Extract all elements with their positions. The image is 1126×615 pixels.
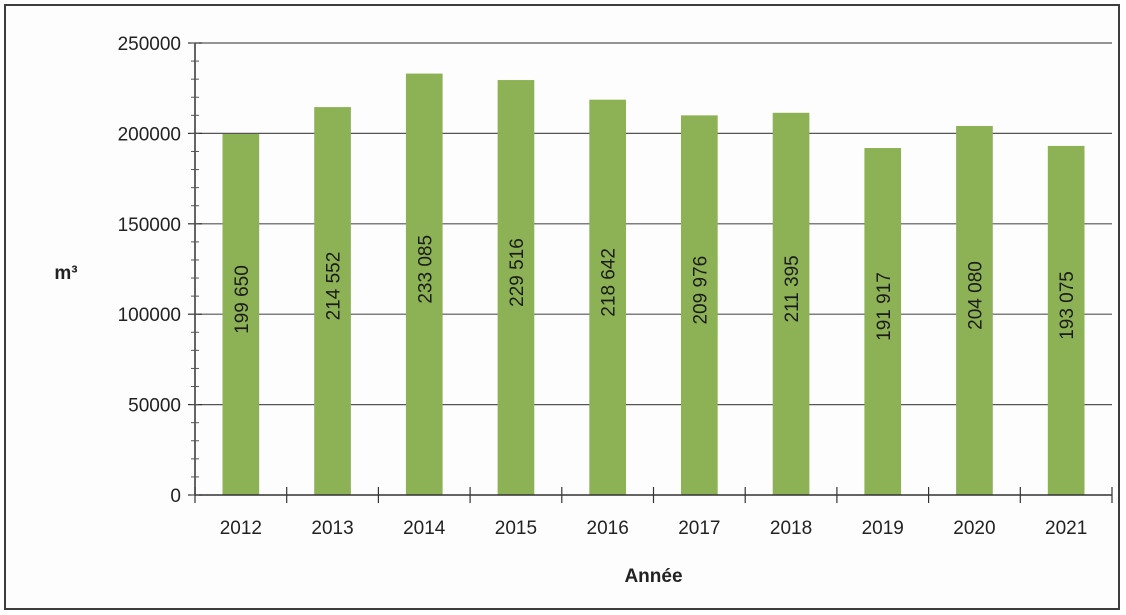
bar-2018 [772, 112, 810, 495]
bars [222, 73, 1085, 496]
bar-2017 [681, 115, 718, 495]
axes [188, 42, 1113, 503]
y-tick-label: 200000 [118, 124, 181, 145]
x-tick-label: 2020 [953, 518, 995, 539]
x-tick-label: 2014 [403, 518, 446, 539]
bar-data-label: 211 395 [782, 255, 803, 322]
bar-data-label: 233 085 [415, 235, 436, 304]
y-axis-title: m³ [54, 263, 77, 284]
chart-frame [4, 4, 1120, 610]
labels: 0 50000 100000 150000 200000 250000 2012 199 65… [118, 34, 1088, 539]
bar-data-label: 214 552 [324, 252, 345, 321]
bar-data-label: 218 642 [599, 248, 620, 317]
bar-2012 [222, 134, 260, 495]
y-tick-label: 100000 [118, 305, 181, 326]
bar-2020 [956, 126, 993, 495]
y-tick-label: 150000 [118, 215, 181, 236]
y-tick-label: 50000 [128, 396, 181, 417]
x-tick-label: 2013 [311, 518, 353, 539]
bar-data-label: 193 075 [1057, 271, 1078, 340]
bar-data-label: 209 976 [690, 256, 711, 325]
bar-2015 [497, 80, 535, 496]
x-tick-label: 2017 [678, 518, 720, 539]
x-tick-label: 2012 [220, 518, 262, 539]
bar-data-label: 199 650 [232, 265, 253, 334]
bar-data-label: 204 080 [965, 261, 986, 330]
bar-2014 [405, 73, 443, 495]
x-tick-label: 2019 [862, 518, 904, 539]
x-tick-label: 2018 [770, 518, 812, 539]
bar-2019 [864, 148, 902, 495]
bar-data-label: 191 917 [874, 272, 895, 341]
y-tick-label: 0 [170, 486, 181, 507]
y-tick-label: 250000 [118, 34, 181, 55]
x-tick-label: 2016 [587, 518, 629, 539]
x-tick-label: 2015 [495, 518, 537, 539]
bar-2021 [1047, 145, 1085, 495]
x-axis-title: Année [624, 566, 682, 587]
x-tick-label: 2021 [1045, 518, 1087, 539]
bar-data-label: 229 516 [507, 238, 528, 307]
bar-2013 [314, 107, 351, 496]
bar-2016 [589, 99, 626, 496]
